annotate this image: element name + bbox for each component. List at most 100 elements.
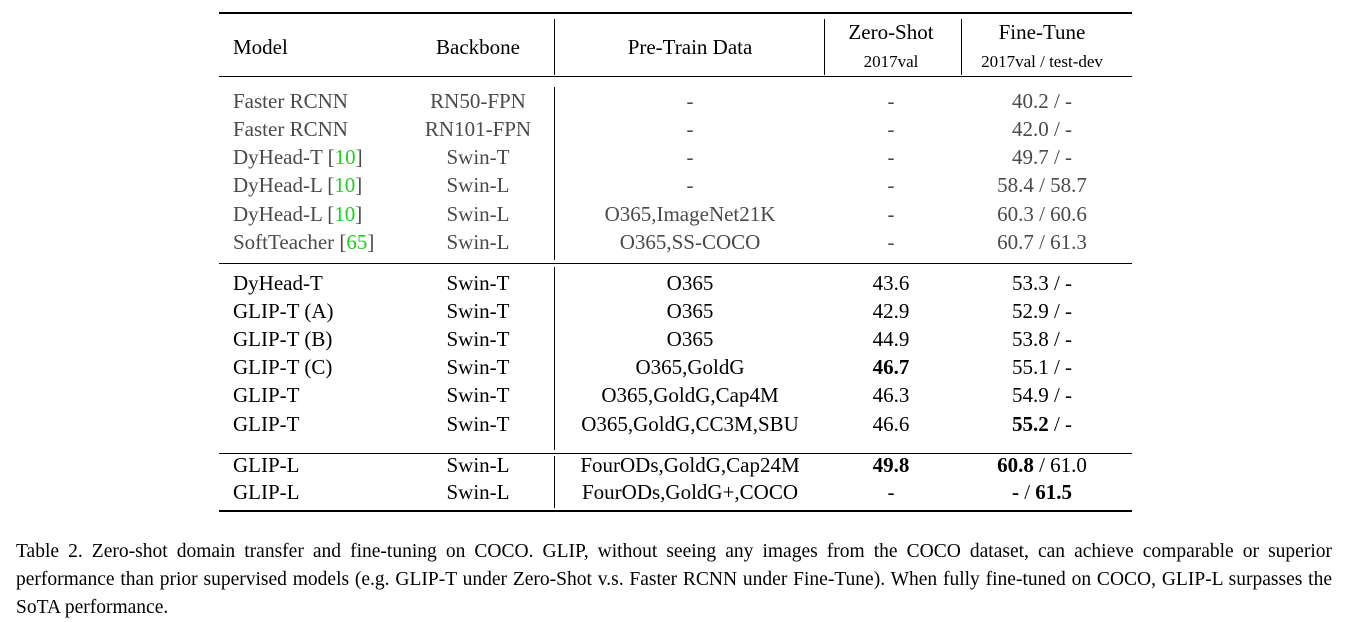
pretrain-cell: - [686, 89, 694, 113]
finetune-test: - [1065, 412, 1073, 436]
header-finetune-sub: 2017val / test-dev [981, 52, 1103, 71]
col-separator [824, 19, 825, 75]
header-rule [219, 76, 1132, 77]
col-separator [554, 87, 555, 260]
finetune-test: 58.7 [1050, 173, 1087, 197]
model-cell: DyHead-T [233, 271, 323, 295]
model-name: DyHead-L [233, 173, 323, 197]
pretrain-cell: FourODs,GoldG+,COCO [581, 480, 799, 504]
finetune-val: 42.0 [1011, 117, 1049, 141]
finetune-cell: 60.8 / 61.0 [997, 453, 1087, 477]
model-cell: Faster RCNN [233, 117, 348, 141]
finetune-val: 55.2 [1011, 412, 1049, 436]
model-cell: GLIP-L [233, 453, 300, 477]
finetune-cell: 49.7 / - [1011, 145, 1073, 169]
model-name: GLIP-T [233, 383, 300, 407]
finetune-val: 52.9 [1011, 299, 1049, 323]
finetune-val: 58.4 [997, 173, 1034, 197]
backbone-cell: Swin-L [446, 202, 510, 226]
citation-link[interactable]: 10 [334, 145, 356, 169]
model-name: SoftTeacher [233, 230, 335, 254]
pretrain-cell: - [686, 173, 694, 197]
model-name: GLIP-T (A) [233, 299, 334, 323]
finetune-val: 55.1 [1011, 355, 1049, 379]
model-cell: GLIP-T (A) [233, 299, 334, 323]
zeroshot-cell: - [887, 145, 895, 169]
model-cell: GLIP-T (B) [233, 327, 332, 351]
backbone-cell: RN101-FPN [424, 117, 532, 141]
finetune-val: 49.7 [1011, 145, 1049, 169]
zeroshot-cell: 44.9 [872, 327, 910, 351]
zeroshot-cell: 49.8 [872, 453, 910, 477]
backbone-cell: Swin-T [446, 383, 510, 407]
zeroshot-cell: - [887, 202, 895, 226]
citation-link[interactable]: 10 [334, 173, 356, 197]
finetune-cell: 53.8 / - [1011, 327, 1073, 351]
citation-link[interactable]: 65 [346, 230, 368, 254]
finetune-val: 53.8 [1011, 327, 1049, 351]
pretrain-cell: O365 [666, 299, 714, 323]
finetune-test: 61.0 [1050, 453, 1087, 477]
table-top-rule [219, 12, 1132, 14]
model-name: DyHead-L [233, 202, 323, 226]
finetune-cell: 55.1 / - [1011, 355, 1073, 379]
finetune-test: - [1065, 117, 1073, 141]
model-cell: GLIP-T [233, 412, 300, 436]
model-name: GLIP-T (C) [233, 355, 333, 379]
model-name: GLIP-L [233, 480, 300, 504]
col-separator [554, 456, 555, 508]
finetune-test: - [1065, 355, 1073, 379]
header-finetune: Fine-Tune [998, 20, 1086, 44]
zeroshot-cell: - [887, 117, 895, 141]
backbone-cell: Swin-T [446, 327, 510, 351]
backbone-cell: Swin-T [446, 145, 510, 169]
finetune-val: 54.9 [1011, 383, 1049, 407]
finetune-test: - [1065, 383, 1073, 407]
zeroshot-cell: 42.9 [872, 299, 910, 323]
pretrain-cell: O365 [666, 271, 714, 295]
model-cell: SoftTeacher [65] [233, 230, 375, 254]
finetune-test: 60.6 [1050, 202, 1087, 226]
finetune-val: 60.3 [997, 202, 1034, 226]
backbone-cell: Swin-L [446, 230, 510, 254]
zeroshot-cell: 46.3 [872, 383, 910, 407]
header-zeroshot-sub: 2017val [863, 52, 919, 71]
backbone-cell: Swin-L [446, 480, 510, 504]
finetune-cell: 40.2 / - [1011, 89, 1073, 113]
finetune-val: 60.7 [997, 230, 1034, 254]
model-cell: GLIP-L [233, 480, 300, 504]
finetune-cell: - / 61.5 [1011, 480, 1073, 504]
backbone-cell: Swin-T [446, 355, 510, 379]
finetune-test: - [1065, 327, 1073, 351]
zeroshot-cell: - [887, 480, 895, 504]
model-name: DyHead-T [233, 271, 323, 295]
citation-link[interactable]: 10 [334, 202, 356, 226]
pretrain-cell: O365,GoldG,CC3M,SBU [581, 412, 799, 436]
pretrain-cell: - [686, 117, 694, 141]
pretrain-cell: O365 [666, 327, 714, 351]
table-caption: Table 2. Zero-shot domain transfer and f… [16, 541, 1332, 618]
finetune-test: 61.5 [1035, 480, 1073, 504]
pretrain-cell: FourODs,GoldG,Cap24M [580, 453, 800, 477]
col-separator [554, 267, 555, 450]
model-cell: GLIP-T (C) [233, 355, 332, 379]
pretrain-cell: O365,GoldG,Cap4M [601, 383, 779, 407]
finetune-val: 40.2 [1011, 89, 1049, 113]
zeroshot-cell: 43.6 [872, 271, 910, 295]
backbone-cell: Swin-L [446, 173, 510, 197]
model-cell: DyHead-L [10] [233, 173, 363, 197]
backbone-cell: RN50-FPN [430, 89, 526, 113]
table-bottom-rule [219, 510, 1132, 512]
header-zeroshot: Zero-Shot [848, 20, 934, 44]
zeroshot-cell: 46.7 [872, 355, 910, 379]
header-backbone: Backbone [436, 35, 520, 59]
finetune-cell: 55.2 / - [1011, 412, 1073, 436]
backbone-cell: Swin-T [446, 271, 510, 295]
backbone-cell: Swin-L [446, 453, 510, 477]
model-cell: GLIP-T [233, 383, 300, 407]
pretrain-cell: O365,ImageNet21K [604, 202, 776, 226]
finetune-cell: 52.9 / - [1011, 299, 1073, 323]
zeroshot-cell: 46.6 [872, 412, 910, 436]
model-cell: DyHead-L [10] [233, 202, 363, 226]
finetune-cell: 42.0 / - [1011, 117, 1073, 141]
